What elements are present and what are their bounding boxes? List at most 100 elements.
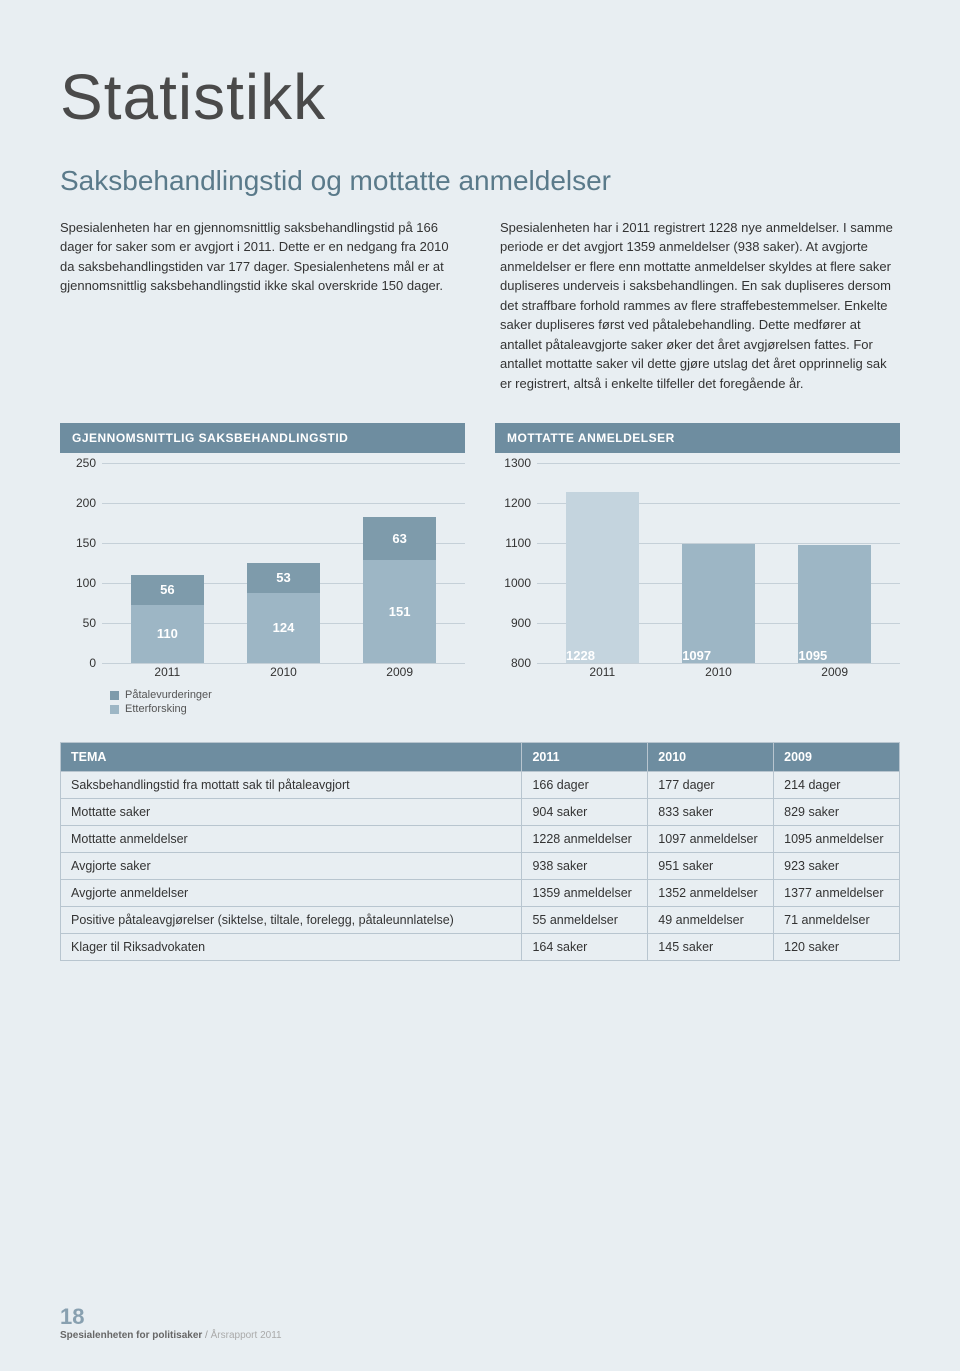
chart2-gridline bbox=[537, 663, 900, 664]
chart2-ytick: 900 bbox=[511, 616, 531, 630]
chart1-title: GJENNOMSNITTLIG SAKSBEHANDLINGSTID bbox=[60, 423, 465, 453]
summary-table: TEMA201120102009 Saksbehandlingstid fra m… bbox=[60, 742, 900, 961]
table-row: Klager til Riksadvokaten164 saker145 sak… bbox=[61, 934, 900, 961]
chart2-ytick: 1000 bbox=[504, 576, 531, 590]
table-cell: 951 saker bbox=[648, 853, 774, 880]
footer-report: Årsrapport 2011 bbox=[211, 1330, 282, 1341]
table-cell: Mottatte saker bbox=[61, 799, 522, 826]
legend-swatch bbox=[110, 705, 119, 714]
chart2-ytick: 1100 bbox=[505, 536, 531, 550]
chart1-bar-group: 56110 bbox=[131, 530, 204, 663]
chart1-area: 050100150200250 561105312463151 20112010… bbox=[60, 463, 465, 683]
legend-label: Påtalevurderinger bbox=[125, 689, 212, 701]
chart2-gridline bbox=[537, 463, 900, 464]
chart1-xlabel: 2011 bbox=[154, 665, 180, 679]
chart1-bar-seg-top: 53 bbox=[247, 563, 320, 593]
chart1-gridline bbox=[102, 463, 465, 464]
charts-row: GJENNOMSNITTLIG SAKSBEHANDLINGSTID 0 50 10… bbox=[60, 423, 900, 717]
page-title: Statistikk bbox=[60, 60, 900, 134]
chart1-bar-group: 63151 bbox=[363, 492, 436, 663]
chart2-bar: 1228 bbox=[566, 492, 639, 663]
chart1-legend-item: Påtalevurderinger bbox=[110, 689, 465, 701]
intro-right: Spesialenheten har i 2011 registrert 122… bbox=[500, 218, 900, 394]
table-cell: 1359 anmeldelser bbox=[522, 880, 648, 907]
chart2-bar-value: 1095 bbox=[798, 648, 827, 663]
table-cell: 1352 anmeldelser bbox=[648, 880, 774, 907]
table-cell: Positive påtaleavgjørelser (siktelse, ti… bbox=[61, 907, 522, 934]
table-header-cell: 2010 bbox=[648, 743, 774, 772]
legend-label: Etterforsking bbox=[125, 703, 187, 715]
table-row: Positive påtaleavgjørelser (siktelse, ti… bbox=[61, 907, 900, 934]
table-cell: Mottatte anmeldelser bbox=[61, 826, 522, 853]
table-cell: 55 anmeldelser bbox=[522, 907, 648, 934]
table-header-cell: 2009 bbox=[774, 743, 900, 772]
table-header-cell: 2011 bbox=[522, 743, 648, 772]
table-cell: 120 saker bbox=[774, 934, 900, 961]
chart1-ytick: 0 bbox=[89, 656, 96, 670]
chart1-ytick: 250 bbox=[76, 456, 96, 470]
section-heading: Saksbehandlingstid og mottatte anmeldels… bbox=[60, 164, 900, 198]
chart1-bar-seg-top: 63 bbox=[363, 517, 436, 560]
footer-text: Spesialenheten for politisaker / Årsrapp… bbox=[60, 1330, 282, 1341]
page-footer: 18 Spesialenheten for politisaker / Årsr… bbox=[60, 1304, 282, 1341]
chart-saksbehandlingstid: GJENNOMSNITTLIG SAKSBEHANDLINGSTID 0 50 10… bbox=[60, 423, 465, 717]
chart2-title: MOTTATTE ANMELDELSER bbox=[495, 423, 900, 453]
chart1-bar-seg-bottom: 110 bbox=[131, 605, 204, 663]
table-cell: 1095 anmeldelser bbox=[774, 826, 900, 853]
intro-left: Spesialenheten har en gjennomsnittlig sa… bbox=[60, 218, 460, 296]
chart2-xlabel: 2010 bbox=[705, 665, 732, 679]
chart1-ytick: 50 bbox=[83, 616, 96, 630]
chart1-legend-item: Etterforsking bbox=[110, 703, 465, 715]
intro-columns: Spesialenheten har en gjennomsnittlig sa… bbox=[60, 218, 900, 394]
chart2-bar-value: 1228 bbox=[566, 648, 595, 663]
table-cell: Avgjorte anmeldelser bbox=[61, 880, 522, 907]
table-cell: 214 dager bbox=[774, 772, 900, 799]
table-cell: 1377 anmeldelser bbox=[774, 880, 900, 907]
table-cell: 49 anmeldelser bbox=[648, 907, 774, 934]
chart1-bar-group: 53124 bbox=[247, 522, 320, 664]
table-cell: Avgjorte saker bbox=[61, 853, 522, 880]
table-cell: Klager til Riksadvokaten bbox=[61, 934, 522, 961]
chart1-ytick: 100 bbox=[76, 576, 96, 590]
legend-swatch bbox=[110, 691, 119, 700]
table-header-cell: TEMA bbox=[61, 743, 522, 772]
chart2-ytick: 1300 bbox=[504, 456, 531, 470]
chart1-gridline bbox=[102, 663, 465, 664]
chart1-xlabel: 2009 bbox=[386, 665, 413, 679]
chart2-bar-value: 1097 bbox=[682, 648, 711, 663]
table-cell: 829 saker bbox=[774, 799, 900, 826]
chart2-xlabel: 2011 bbox=[589, 665, 615, 679]
table-cell: Saksbehandlingstid fra mottatt sak til p… bbox=[61, 772, 522, 799]
table-cell: 166 dager bbox=[522, 772, 648, 799]
table-cell: 1097 anmeldelser bbox=[648, 826, 774, 853]
table-cell: 71 anmeldelser bbox=[774, 907, 900, 934]
chart1-bar-seg-bottom: 124 bbox=[247, 593, 320, 663]
table-cell: 904 saker bbox=[522, 799, 648, 826]
chart2-bar: 1097 bbox=[682, 544, 755, 663]
table-row: Avgjorte saker938 saker951 saker923 sake… bbox=[61, 853, 900, 880]
chart1-bar-seg-top: 56 bbox=[131, 575, 204, 605]
chart2-area: 8009001000110012001300 122810971095 2011… bbox=[495, 463, 900, 683]
chart2-ytick: 1200 bbox=[504, 496, 531, 510]
table-cell: 833 saker bbox=[648, 799, 774, 826]
footer-org: Spesialenheten for politisaker bbox=[60, 1330, 202, 1341]
chart-mottatte-anmeldelser: MOTTATTE ANMELDELSER 800 900 1000 1100 1200 1… bbox=[495, 423, 900, 717]
chart2-ytick: 800 bbox=[511, 656, 531, 670]
table-row: Mottatte anmeldelser1228 anmeldelser1097… bbox=[61, 826, 900, 853]
table-cell: 1228 anmeldelser bbox=[522, 826, 648, 853]
table-cell: 923 saker bbox=[774, 853, 900, 880]
table-row: Avgjorte anmeldelser1359 anmeldelser1352… bbox=[61, 880, 900, 907]
table-cell: 145 saker bbox=[648, 934, 774, 961]
page-number: 18 bbox=[60, 1304, 282, 1330]
chart2-bar: 1095 bbox=[798, 545, 871, 663]
table-row: Mottatte saker904 saker833 saker829 sake… bbox=[61, 799, 900, 826]
table-cell: 938 saker bbox=[522, 853, 648, 880]
chart1-bar-seg-bottom: 151 bbox=[363, 560, 436, 663]
chart1-ytick: 200 bbox=[76, 496, 96, 510]
table-row: Saksbehandlingstid fra mottatt sak til p… bbox=[61, 772, 900, 799]
chart1-xlabel: 2010 bbox=[270, 665, 297, 679]
chart2-xlabel: 2009 bbox=[821, 665, 848, 679]
table-cell: 177 dager bbox=[648, 772, 774, 799]
chart1-ytick: 150 bbox=[76, 536, 96, 550]
table-cell: 164 saker bbox=[522, 934, 648, 961]
